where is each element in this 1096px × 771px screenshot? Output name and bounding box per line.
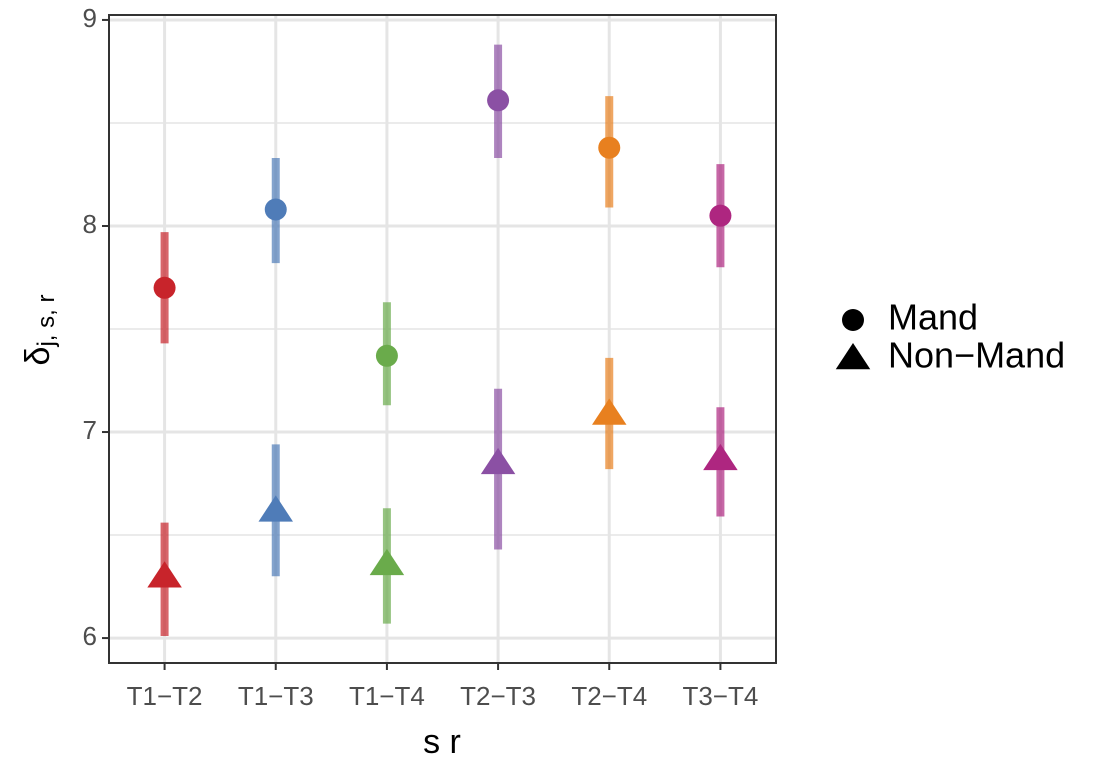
point: [480, 447, 516, 475]
y-tick-label: 6: [83, 621, 97, 651]
point: [258, 495, 293, 522]
panel-border: [108, 14, 777, 664]
point: [264, 198, 287, 221]
x-tick-label: T1−T2: [127, 681, 203, 711]
y-tick-label: 7: [83, 415, 97, 445]
point: [598, 136, 621, 159]
x-tick-label: T1−T4: [349, 681, 425, 711]
x-tick-label: T1−T3: [238, 681, 314, 711]
legend-key: [835, 343, 871, 370]
point: [147, 561, 182, 588]
point: [709, 204, 732, 227]
legend-label: Mand: [888, 297, 978, 338]
y-label-symbol: δ: [19, 347, 57, 366]
legend-key: [842, 309, 864, 331]
point: [592, 398, 627, 425]
y-label-subscript: j, s, r: [33, 295, 60, 348]
legend-label: Non−Mand: [888, 335, 1065, 376]
point: [487, 89, 510, 112]
x-tick-label: T2−T3: [460, 681, 536, 711]
x-axis-label: s r: [423, 723, 461, 761]
y-axis-label: δj, s, r: [19, 295, 60, 366]
point: [375, 344, 398, 367]
y-tick-label: 8: [83, 209, 97, 239]
plot-panel: [109, 15, 776, 663]
x-tick-label: T3−T4: [682, 681, 758, 711]
point: [369, 548, 405, 576]
y-tick-label: 9: [83, 3, 97, 33]
x-tick-label: T2−T4: [571, 681, 647, 711]
point: [153, 276, 176, 299]
point: [703, 443, 738, 471]
